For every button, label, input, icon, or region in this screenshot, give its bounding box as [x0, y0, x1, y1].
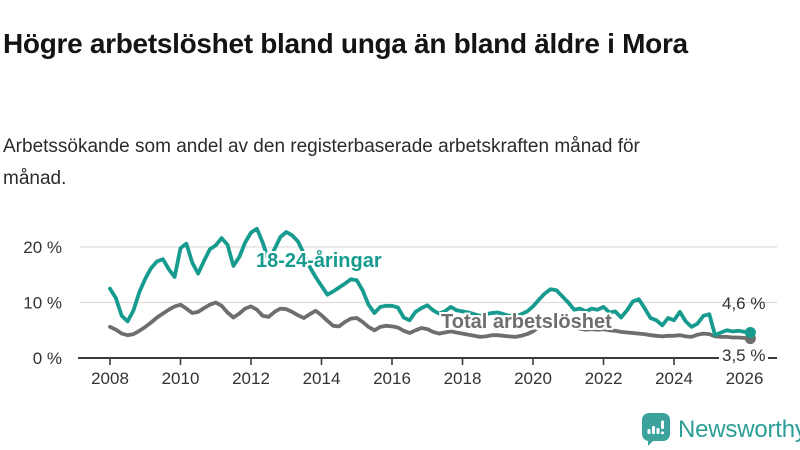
chart-subtitle: Arbetssökande som andel av den registerb…	[3, 136, 640, 189]
x-tick-label: 2020	[514, 369, 552, 388]
newsworthy-wordmark: Newsworthy	[678, 416, 800, 443]
x-tick-label: 2016	[373, 369, 411, 388]
x-tick-label: 2022	[585, 369, 623, 388]
x-tick-label: 2024	[655, 369, 693, 388]
newsworthy-logo: Newsworthy	[641, 413, 800, 447]
series-label-total: Total arbetslöshet	[441, 311, 612, 333]
newsworthy-bubble-chart-icon	[642, 413, 670, 446]
x-tick-label: 2008	[91, 369, 129, 388]
chart-plot-area: 0 % 10 % 20 % 2008 2010 2012 2014 2016 2018 2020 2…	[23, 226, 777, 388]
x-tick-label: 2026	[726, 369, 764, 388]
line-series-youth	[108, 226, 753, 338]
series-label-youth: 18-24-åringar	[256, 250, 382, 272]
y-tick-label: 10 %	[23, 294, 62, 313]
x-tick-label: 2010	[162, 369, 200, 388]
y-tick-label: 0 %	[33, 349, 62, 368]
end-value-label-youth: 4,6 %	[722, 294, 766, 313]
x-tick-label: 2012	[232, 369, 270, 388]
y-tick-label: 20 %	[23, 238, 62, 257]
line-series-total	[108, 300, 753, 341]
chart-title: Högre arbetslöshet bland unga än bland ä…	[3, 27, 688, 59]
line-chart: 0 % 10 % 20 % 2008 2010 2012 2014 2016 2018 2020 2…	[0, 200, 800, 395]
x-tick-label: 2018	[444, 369, 482, 388]
x-tick-label: 2014	[303, 369, 341, 388]
series-end-dot	[744, 326, 756, 338]
end-value-label-total: 3,5 %	[719, 346, 769, 366]
